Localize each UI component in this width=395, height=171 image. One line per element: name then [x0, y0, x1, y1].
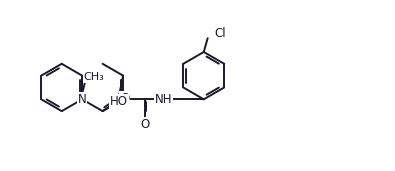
Text: O: O	[120, 92, 129, 105]
Text: N: N	[78, 93, 87, 106]
Text: Cl: Cl	[215, 27, 226, 40]
Text: HO: HO	[110, 95, 128, 108]
Text: O: O	[140, 118, 149, 131]
Text: CH₃: CH₃	[84, 72, 104, 82]
Text: NH: NH	[155, 93, 172, 106]
